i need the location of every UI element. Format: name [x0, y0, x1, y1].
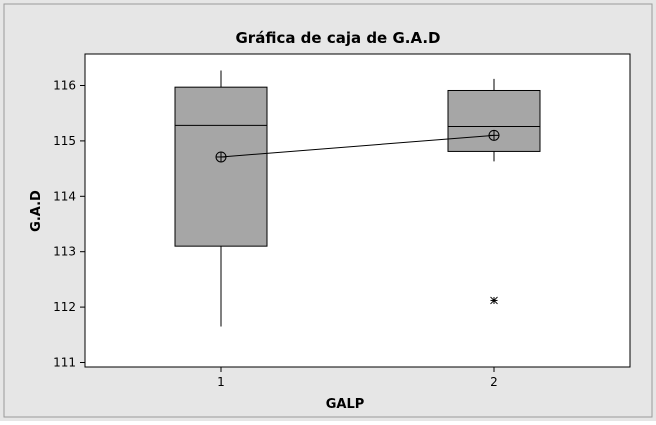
boxes-group — [174, 70, 541, 327]
box-2 — [447, 78, 541, 305]
means-group — [215, 129, 500, 163]
y-tick-label: 114 — [53, 189, 76, 203]
iqr-box — [447, 89, 541, 152]
chart-title: Gráfica de caja de G.A.D — [236, 29, 441, 47]
y-tick-label: 111 — [53, 356, 76, 370]
outlier-marker — [490, 296, 498, 305]
y-tick-label: 115 — [53, 134, 76, 148]
iqr-box — [174, 86, 268, 247]
y-axis-label: G.A.D — [29, 190, 44, 232]
mean-marker — [488, 129, 500, 141]
box-1 — [174, 70, 268, 327]
x-axis-label: GALP — [326, 397, 365, 412]
y-axis: 111 112 113 114 115 116 — [53, 79, 85, 370]
chart-border — [3, 3, 653, 418]
y-tick-label: 116 — [53, 79, 76, 93]
mean-connect-line — [220, 134, 495, 158]
x-tick-label: 2 — [490, 375, 498, 389]
outlier-stroke — [490, 296, 498, 305]
plot-area — [84, 53, 631, 368]
y-tick-label: 113 — [53, 245, 76, 259]
y-tick-label: 112 — [53, 300, 76, 314]
mean-marker — [215, 151, 227, 163]
x-tick-label: 1 — [217, 375, 225, 389]
